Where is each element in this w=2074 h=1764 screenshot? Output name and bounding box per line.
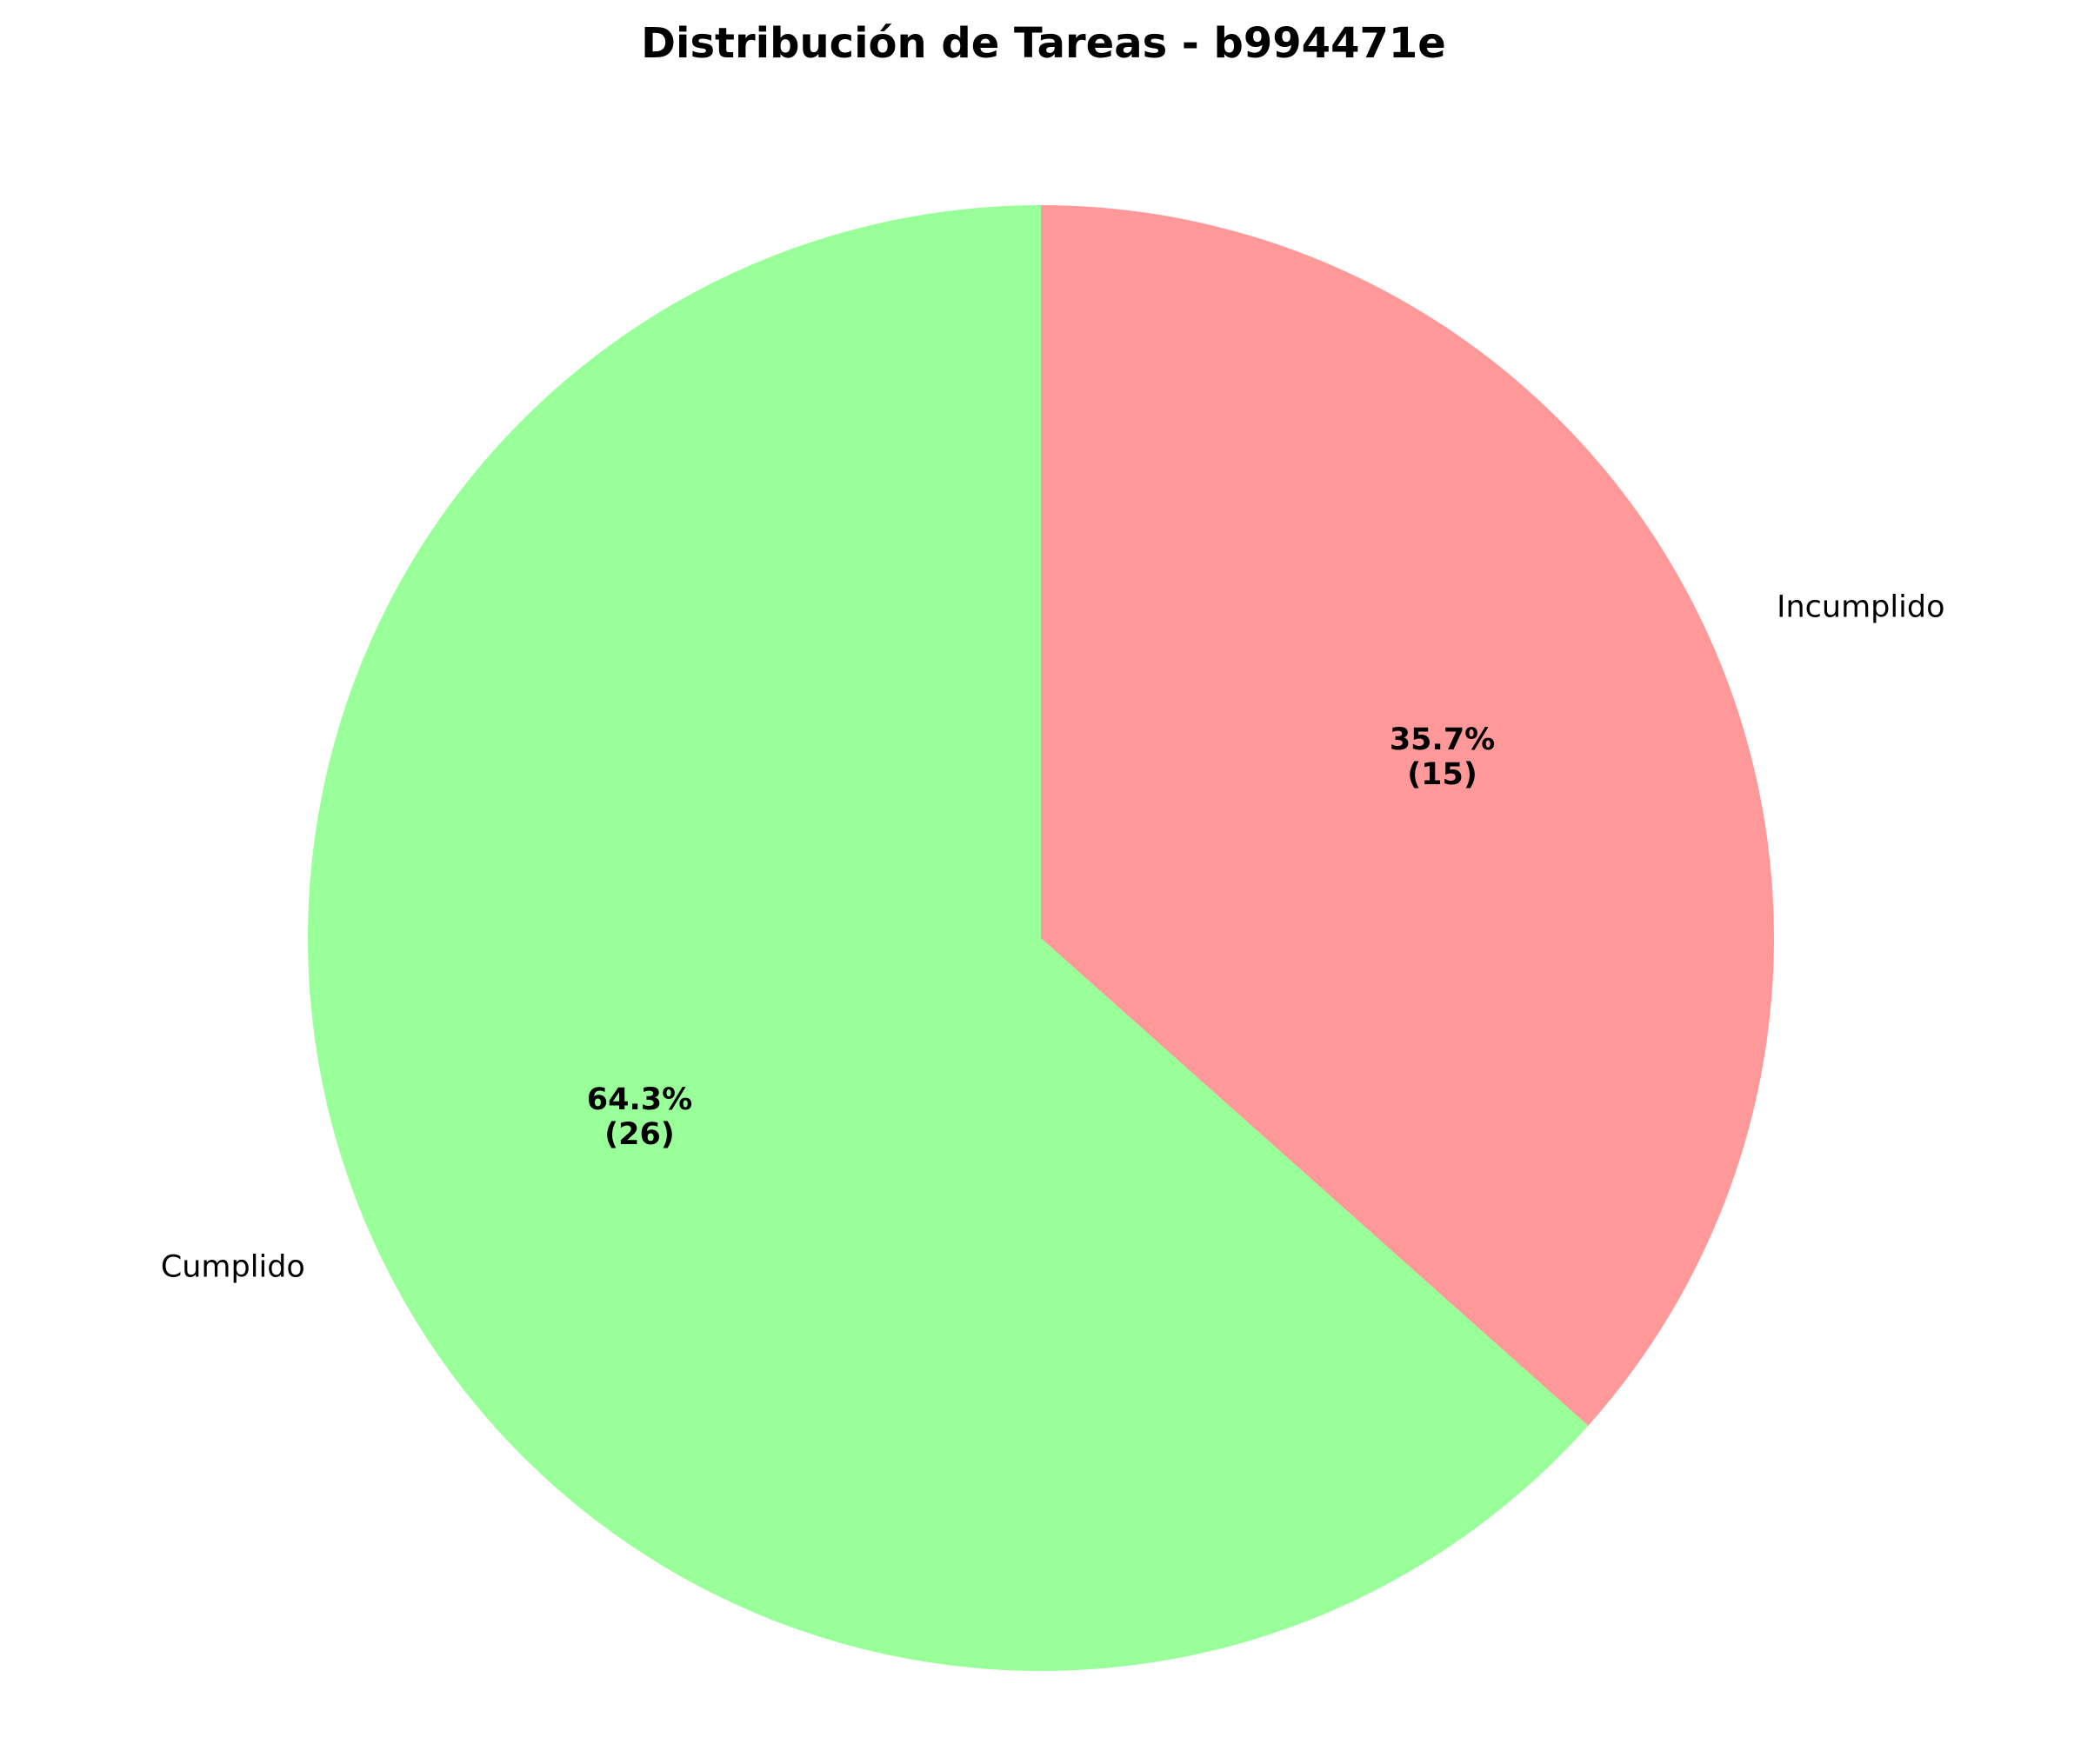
pie-slice-incumplido: [1041, 205, 1775, 1426]
category-label-incumplido: Incumplido: [1777, 590, 1944, 625]
percent-label-incumplido: 35.7%: [1390, 722, 1495, 757]
pie-labels: Cumplido 64.3%(26) Incumplido 35.7%(15): [161, 590, 1945, 1285]
chart-title: Distribución de Tareas - b994471e: [641, 19, 1446, 68]
percent-label-cumplido: 64.3%: [587, 1082, 692, 1117]
pie-slices: [307, 205, 1775, 1671]
count-label-cumplido: (26): [604, 1117, 675, 1152]
category-label-cumplido: Cumplido: [161, 1249, 305, 1284]
count-label-incumplido: (15): [1407, 757, 1477, 792]
pie-slice-cumplido: [307, 205, 1589, 1671]
